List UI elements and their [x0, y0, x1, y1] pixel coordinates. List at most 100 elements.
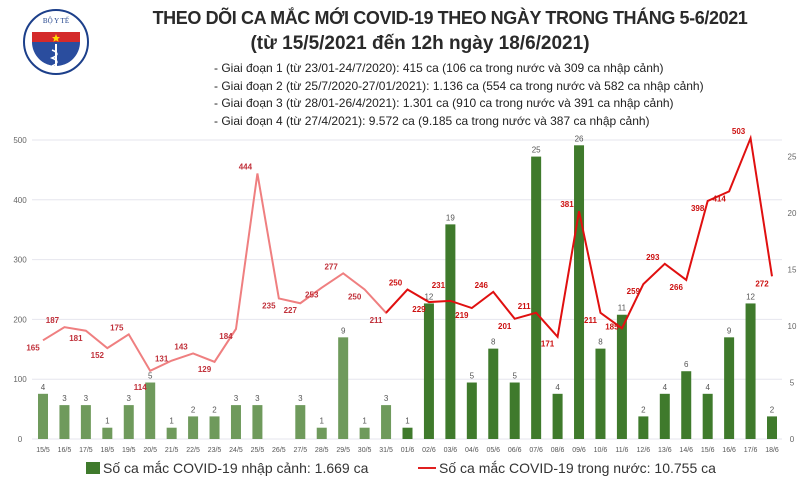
right-tick-label: 0: [790, 435, 795, 444]
bar: [659, 393, 670, 439]
line-data-label: 171: [541, 340, 555, 349]
bar-data-label: 12: [746, 292, 755, 301]
bar: [80, 405, 91, 439]
bar: [724, 337, 735, 439]
bar-data-label: 2: [212, 405, 217, 414]
legend-domestic-label: Số ca mắc COVID-19 trong nước: 10.755 ca: [439, 460, 716, 476]
line-data-label: 211: [518, 302, 531, 311]
x-tick-label: 11/6: [615, 447, 628, 454]
bar: [702, 393, 713, 439]
right-tick-label: 10: [788, 322, 797, 331]
line-data-label: 201: [498, 322, 512, 331]
x-tick-label: 27/5: [293, 447, 307, 454]
line-data-label: 381: [560, 200, 574, 209]
bar-data-label: 4: [663, 383, 668, 392]
x-tick-label: 21/5: [165, 447, 179, 454]
line-data-label: 187: [46, 316, 60, 325]
x-tick-label: 23/5: [208, 447, 222, 454]
bar-data-label: 3: [255, 394, 260, 403]
x-tick-label: 15/5: [36, 447, 50, 454]
bar-data-label: 8: [491, 338, 496, 347]
bar: [402, 427, 413, 439]
phase-4: - Giai đoạn 4 (từ 27/4/2021): 9.572 ca (…: [214, 113, 650, 128]
x-tick-label: 31/5: [379, 447, 393, 454]
bar-data-label: 19: [446, 213, 455, 222]
bar: [295, 405, 306, 439]
line-data-label: 227: [284, 306, 298, 315]
ministry-of-health-logo: BỘ Y TẾ: [23, 9, 89, 75]
x-tick-label: 03/6: [444, 447, 458, 454]
bar-data-label: 3: [234, 394, 239, 403]
x-tick-label: 17/6: [744, 447, 758, 454]
bar: [531, 156, 542, 439]
x-tick-label: 13/6: [658, 447, 672, 454]
bar: [145, 382, 156, 439]
bar: [681, 371, 692, 439]
bar-data-label: 1: [320, 417, 325, 426]
bar: [445, 224, 456, 439]
bar: [574, 145, 585, 439]
bar: [745, 303, 756, 439]
bar: [423, 303, 434, 439]
x-tick-label: 07/6: [529, 447, 543, 454]
bar-data-label: 3: [127, 394, 132, 403]
right-tick-label: 15: [788, 266, 797, 275]
bar-data-label: 4: [555, 383, 560, 392]
bar: [381, 405, 392, 439]
left-tick-label: 200: [13, 315, 27, 324]
x-tick-label: 24/5: [229, 447, 243, 454]
x-tick-label: 02/6: [422, 447, 436, 454]
x-tick-label: 26/5: [272, 447, 286, 454]
bar-data-label: 9: [727, 326, 732, 335]
bar-data-label: 11: [618, 304, 627, 313]
legend-imported: Số ca mắc COVID-19 nhập cảnh: 1.669 ca: [86, 460, 368, 476]
x-tick-label: 16/6: [722, 447, 736, 454]
line-data-label: 444: [239, 162, 253, 171]
bar-data-label: 4: [41, 383, 46, 392]
bar-data-label: 9: [341, 326, 346, 335]
bar-data-label: 12: [424, 292, 433, 301]
line-data-label: 259: [627, 287, 641, 296]
bar: [209, 416, 220, 439]
x-tick-label: 17/5: [79, 447, 93, 454]
line-data-label: 398: [691, 204, 705, 213]
line-data-label: 293: [646, 253, 660, 262]
chart-subtitle: (từ 15/5/2021 đến 12h ngày 18/6/2021): [250, 33, 590, 54]
bar: [123, 405, 134, 439]
bar: [488, 348, 499, 439]
x-tick-label: 09/6: [572, 447, 586, 454]
bar-data-label: 1: [169, 417, 174, 426]
x-tick-label: 12/6: [637, 447, 651, 454]
bar: [767, 416, 777, 439]
x-tick-label: 30/5: [358, 447, 372, 454]
line-data-label: 185: [605, 322, 619, 331]
bar: [102, 427, 113, 439]
bar: [552, 393, 563, 439]
bar: [316, 427, 327, 439]
bar-data-label: 1: [105, 417, 110, 426]
phase-3: - Giai đoạn 3 (từ 28/01-26/4/2021): 1.30…: [214, 96, 674, 110]
bar-data-label: 2: [770, 405, 775, 414]
line-data-label: 250: [389, 278, 403, 287]
line-data-label: 165: [26, 343, 40, 352]
line-data-label: 211: [370, 316, 383, 325]
bar-data-label: 3: [384, 394, 389, 403]
line-data-label: 253: [305, 291, 319, 300]
left-tick-label: 300: [13, 256, 27, 265]
right-tick-label: 20: [788, 209, 797, 218]
x-tick-label: 15/6: [701, 447, 715, 454]
bar-data-label: 26: [575, 134, 584, 143]
legend-bar-swatch: [86, 462, 100, 474]
x-tick-label: 29/5: [336, 447, 350, 454]
line-data-label: 231: [432, 281, 446, 290]
bar-data-label: 5: [512, 372, 517, 381]
x-tick-label: 19/5: [122, 447, 136, 454]
bar-data-label: 25: [532, 146, 541, 155]
line-data-label: 250: [348, 292, 362, 301]
left-tick-label: 0: [18, 435, 23, 444]
x-tick-label: 05/6: [486, 447, 500, 454]
x-tick-label: 25/5: [251, 447, 265, 454]
x-tick-label: 06/6: [508, 447, 522, 454]
left-tick-label: 500: [13, 136, 27, 145]
bar: [595, 348, 606, 439]
